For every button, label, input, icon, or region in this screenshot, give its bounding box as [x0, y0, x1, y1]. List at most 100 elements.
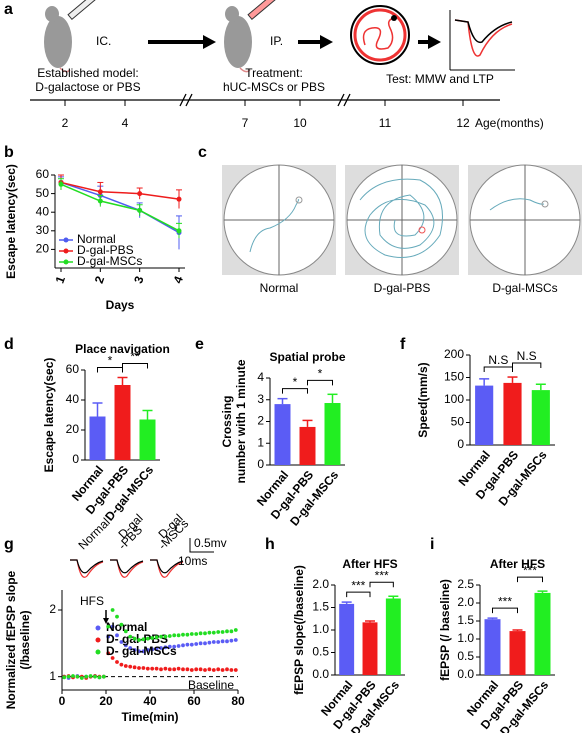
bar: [503, 382, 522, 445]
point: [172, 667, 177, 672]
panel-label: f: [400, 336, 406, 353]
y-tick-label: 40: [66, 392, 80, 406]
point: [145, 648, 150, 652]
point: [172, 644, 177, 649]
significance-label: ***: [523, 563, 537, 577]
significance-bracket: [282, 388, 308, 394]
point: [141, 666, 146, 670]
point: [150, 636, 155, 640]
bar: [324, 403, 341, 465]
marker: [137, 207, 143, 213]
point: [119, 662, 124, 667]
significance-bracket: [517, 576, 543, 583]
bar: [484, 619, 501, 675]
maze-track: [468, 164, 582, 276]
point: [216, 640, 221, 644]
maze-track: [345, 164, 459, 276]
point: [176, 633, 181, 638]
point: [185, 667, 190, 672]
point: [123, 643, 128, 648]
marker: [97, 189, 103, 195]
y-tick-label: 1.5: [312, 600, 329, 614]
point: [220, 639, 225, 644]
y-tick-label: 60: [66, 362, 80, 376]
y-tick-label: 200: [444, 347, 464, 361]
trace-label: Normal: [75, 515, 112, 552]
panel-label: d: [4, 336, 14, 353]
point: [163, 666, 168, 671]
point: [128, 646, 133, 650]
panel-label: a: [4, 1, 13, 18]
step-label: IP.: [270, 34, 283, 48]
y-tick-label: 50: [451, 415, 465, 429]
x-tick-label: 1: [53, 274, 69, 285]
significance-bracket: [97, 367, 123, 373]
significance-label: *: [293, 375, 298, 389]
point: [185, 632, 190, 637]
point: [154, 646, 159, 651]
bar: [114, 385, 131, 460]
x-tick-label: 40: [143, 694, 157, 708]
point: [229, 629, 234, 634]
point: [207, 630, 212, 635]
step-text: hUC-MSCs or PBS: [223, 80, 325, 94]
chart-title: Spatial probe: [269, 350, 345, 364]
point: [106, 634, 111, 639]
bar: [299, 426, 316, 465]
point: [97, 675, 102, 680]
point: [137, 649, 141, 654]
y-tick-label: 2.0: [312, 577, 329, 591]
point: [211, 640, 216, 644]
tick-label: 2: [62, 116, 69, 130]
bar: [339, 603, 355, 675]
significance-label: N.S: [517, 349, 537, 363]
legend-label: Normal: [77, 232, 116, 246]
trace: [150, 559, 184, 578]
image-label: D-gal-MSCs: [492, 281, 557, 295]
point: [198, 641, 203, 646]
y-axis-label: (/baseline): [18, 610, 32, 669]
significance-bracket: [122, 363, 148, 369]
point: [216, 667, 221, 672]
point: [88, 674, 93, 678]
point: [115, 660, 119, 664]
bar: [475, 385, 494, 445]
y-tick-label: 2: [49, 602, 56, 616]
y-tick-label: 0: [257, 457, 264, 471]
panel-label: c: [198, 144, 207, 161]
point: [194, 632, 199, 636]
bar: [385, 598, 401, 675]
panel-label: h: [265, 536, 275, 553]
mouse-icon: [44, 0, 99, 73]
y-axis-label: number with 1 minute: [234, 359, 248, 483]
x-tick-label: 20: [99, 694, 113, 708]
x-tick-label: 4: [171, 274, 187, 285]
bar: [89, 416, 106, 460]
point: [233, 628, 238, 632]
significance-label: ***: [351, 578, 365, 592]
tick-label: 11: [379, 116, 392, 130]
y-axis-label: fEPSP slope(/baseline): [292, 565, 306, 695]
y-axis-label: Normalized fEPSP slope: [4, 570, 18, 709]
point: [123, 664, 128, 668]
image-label: D-gal-PBS: [374, 281, 431, 295]
tick-label: 12: [456, 116, 470, 130]
point: [203, 631, 207, 636]
legend-label: D- gal-MSCs: [106, 644, 177, 658]
x-tick-label: 60: [187, 694, 201, 708]
point: [229, 638, 234, 643]
x-tick-label: 3: [131, 274, 147, 285]
trace: [110, 559, 144, 574]
chart-title: Place navigation: [75, 342, 170, 356]
point: [185, 642, 190, 647]
point: [115, 633, 119, 638]
trace: [70, 559, 104, 574]
point: [233, 668, 238, 672]
point: [150, 647, 155, 652]
bar: [531, 390, 550, 445]
point: [207, 640, 212, 645]
y-tick-label: 2.0: [457, 595, 474, 609]
point: [203, 641, 207, 646]
legend-marker: [63, 259, 69, 265]
point: [194, 642, 199, 646]
